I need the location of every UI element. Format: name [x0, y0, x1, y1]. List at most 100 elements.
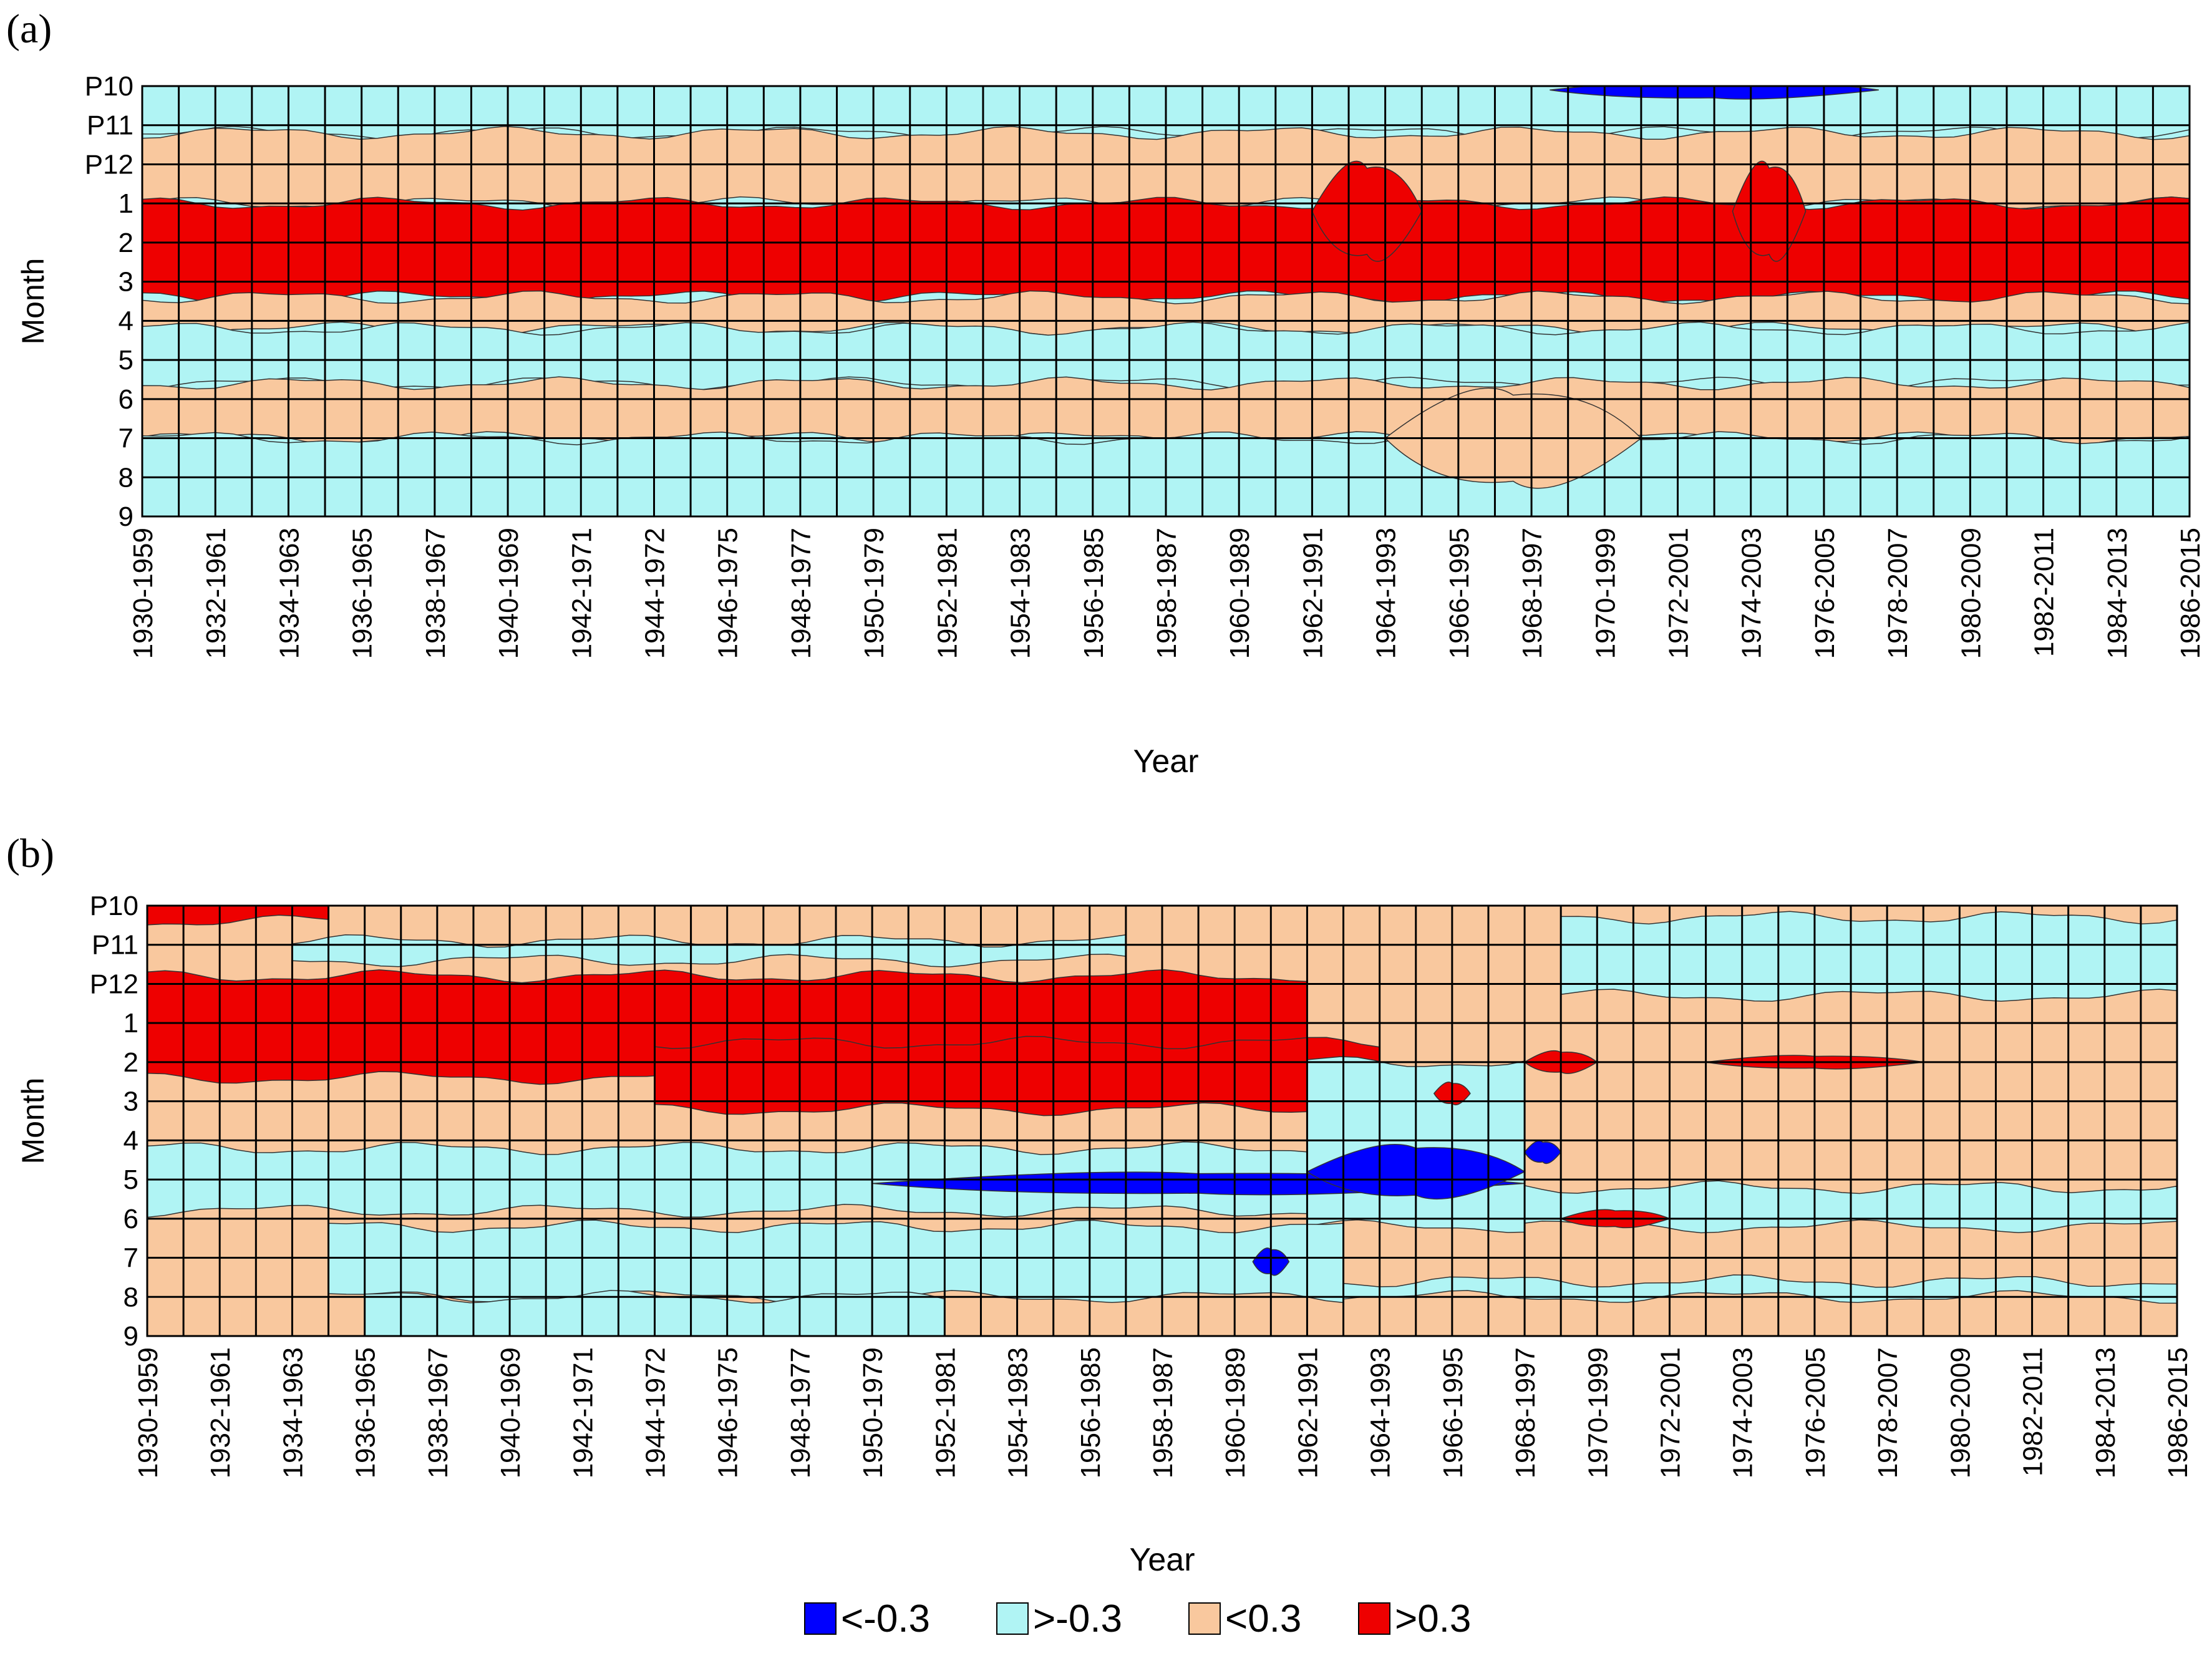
x-tick-label: 1978-2007: [1873, 1347, 1903, 1478]
y-tick-label: 8: [124, 1282, 138, 1312]
x-axis-title: Year: [1133, 743, 1198, 780]
y-tick-label: 3: [124, 1087, 138, 1117]
y-tick-label: 9: [119, 501, 133, 532]
plot-frame: [146, 904, 2178, 1337]
y-tick-label: P11: [92, 930, 138, 961]
y-axis-title: Month: [16, 1078, 51, 1165]
legend-label: <0.3: [1225, 1597, 1301, 1640]
y-tick-label: 4: [119, 306, 133, 336]
y-tick-label: 3: [119, 267, 133, 298]
x-tick-label: 1950-1979: [859, 528, 890, 659]
legend-label: >0.3: [1395, 1597, 1471, 1640]
x-tick-label: 1974-2003: [1737, 528, 1767, 659]
x-tick-label: 1974-2003: [1728, 1347, 1758, 1478]
y-tick-label: 1: [124, 1008, 138, 1039]
x-tick-label: 1980-2009: [1956, 528, 1986, 659]
x-tick-label: 1932-1961: [201, 528, 231, 659]
x-tick-label: 1962-1991: [1293, 1347, 1323, 1478]
y-tick-label: 7: [124, 1243, 138, 1274]
y-tick-label: 9: [124, 1321, 138, 1352]
x-tick-label: 1958-1987: [1152, 528, 1182, 659]
x-tick-label: 1964-1993: [1366, 1347, 1396, 1478]
x-tick-label: 1952-1981: [930, 1347, 961, 1478]
x-tick-label: 1938-1967: [423, 1347, 454, 1478]
legend-swatch: [1188, 1602, 1221, 1635]
y-axis-title: Month: [16, 258, 51, 345]
x-tick-label: 1960-1989: [1220, 1347, 1251, 1478]
band-3: [1560, 911, 2177, 1002]
x-tick-label: 1944-1972: [640, 528, 671, 659]
x-tick-label: 1966-1995: [1438, 1347, 1468, 1478]
legend-swatch: [1358, 1602, 1390, 1635]
x-tick-label: 1958-1987: [1148, 1347, 1178, 1478]
x-tick-label: 1948-1977: [786, 528, 817, 659]
y-tick-label: 2: [124, 1047, 138, 1078]
x-tick-label: 1986-2015: [2163, 1347, 2193, 1478]
panel-label-a: (a): [6, 6, 52, 52]
legend: <-0.3 >-0.3 <0.3 >0.3: [804, 1597, 1471, 1640]
x-tick-label: 1934-1963: [278, 1347, 308, 1478]
x-tick-label: 1940-1969: [495, 1347, 526, 1478]
x-tick-label: 1984-2013: [2102, 528, 2133, 659]
x-tick-label: 1934-1963: [274, 528, 304, 659]
x-tick-label: 1976-2005: [1810, 528, 1840, 659]
panel-label-b: (b): [6, 831, 54, 876]
x-tick-label: 1946-1975: [713, 1347, 744, 1478]
x-tick-label: 1968-1997: [1517, 528, 1548, 659]
x-tick-label: 1968-1997: [1510, 1347, 1541, 1478]
y-tick-label: 5: [119, 345, 133, 375]
y-tick-label: 2: [119, 228, 133, 258]
y-tick-label: P11: [87, 110, 133, 141]
x-tick-label: 1946-1975: [713, 528, 744, 659]
y-tick-label: 8: [119, 462, 133, 493]
y-tick-label: 6: [124, 1204, 138, 1234]
x-tick-label: 1936-1965: [347, 528, 378, 659]
x-tick-label: 1942-1971: [566, 528, 597, 659]
x-tick-label: 1940-1969: [493, 528, 524, 659]
y-tick-label: P10: [85, 71, 133, 102]
x-tick-label: 1930-1959: [133, 1347, 163, 1478]
x-tick-label: 1978-2007: [1883, 528, 1913, 659]
plot-frame: [141, 85, 2191, 518]
x-tick-label: 1970-1999: [1590, 528, 1621, 659]
x-tick-label: 1930-1959: [128, 528, 158, 659]
x-tick-label: 1948-1977: [785, 1347, 816, 1478]
x-tick-label: 1964-1993: [1371, 528, 1402, 659]
x-tick-label: 1960-1989: [1225, 528, 1255, 659]
x-tick-label: 1976-2005: [1800, 1347, 1831, 1478]
y-tick-label: P10: [90, 891, 138, 921]
x-tick-label: 1936-1965: [351, 1347, 381, 1478]
x-tick-label: 1944-1972: [641, 1347, 671, 1478]
y-tick-label: 6: [119, 384, 133, 415]
y-tick-label: P12: [85, 149, 133, 180]
y-tick-label: 1: [119, 188, 133, 219]
legend-label: >-0.3: [1033, 1597, 1122, 1640]
x-tick-label: 1972-2001: [1664, 528, 1694, 659]
x-tick-label: 1954-1983: [1003, 1347, 1034, 1478]
x-axis-title: Year: [1129, 1542, 1195, 1578]
legend-swatch: [996, 1602, 1029, 1635]
legend-swatch: [804, 1602, 837, 1635]
x-tick-label: 1956-1985: [1075, 1347, 1106, 1478]
x-tick-label: 1986-2015: [2175, 528, 2206, 659]
x-tick-label: 1980-2009: [1945, 1347, 1976, 1478]
x-tick-label: 1970-1999: [1583, 1347, 1613, 1478]
y-tick-label: P12: [90, 969, 138, 999]
x-tick-label: 1956-1985: [1079, 528, 1109, 659]
x-tick-label: 1932-1961: [205, 1347, 236, 1478]
x-tick-label: 1952-1981: [932, 528, 963, 659]
x-tick-label: 1950-1979: [858, 1347, 888, 1478]
x-tick-label: 1942-1971: [568, 1347, 598, 1478]
x-tick-label: 1966-1995: [1444, 528, 1475, 659]
x-tick-label: 1982-2011: [2018, 1347, 2049, 1476]
x-tick-label: 1938-1967: [420, 528, 451, 659]
x-tick-label: 1972-2001: [1656, 1347, 1686, 1478]
x-tick-label: 1962-1991: [1298, 528, 1328, 659]
x-tick-label: 1954-1983: [1006, 528, 1036, 659]
legend-label: <-0.3: [841, 1597, 930, 1640]
x-tick-label: 1982-2011: [2029, 528, 2060, 657]
y-tick-label: 4: [124, 1125, 138, 1156]
